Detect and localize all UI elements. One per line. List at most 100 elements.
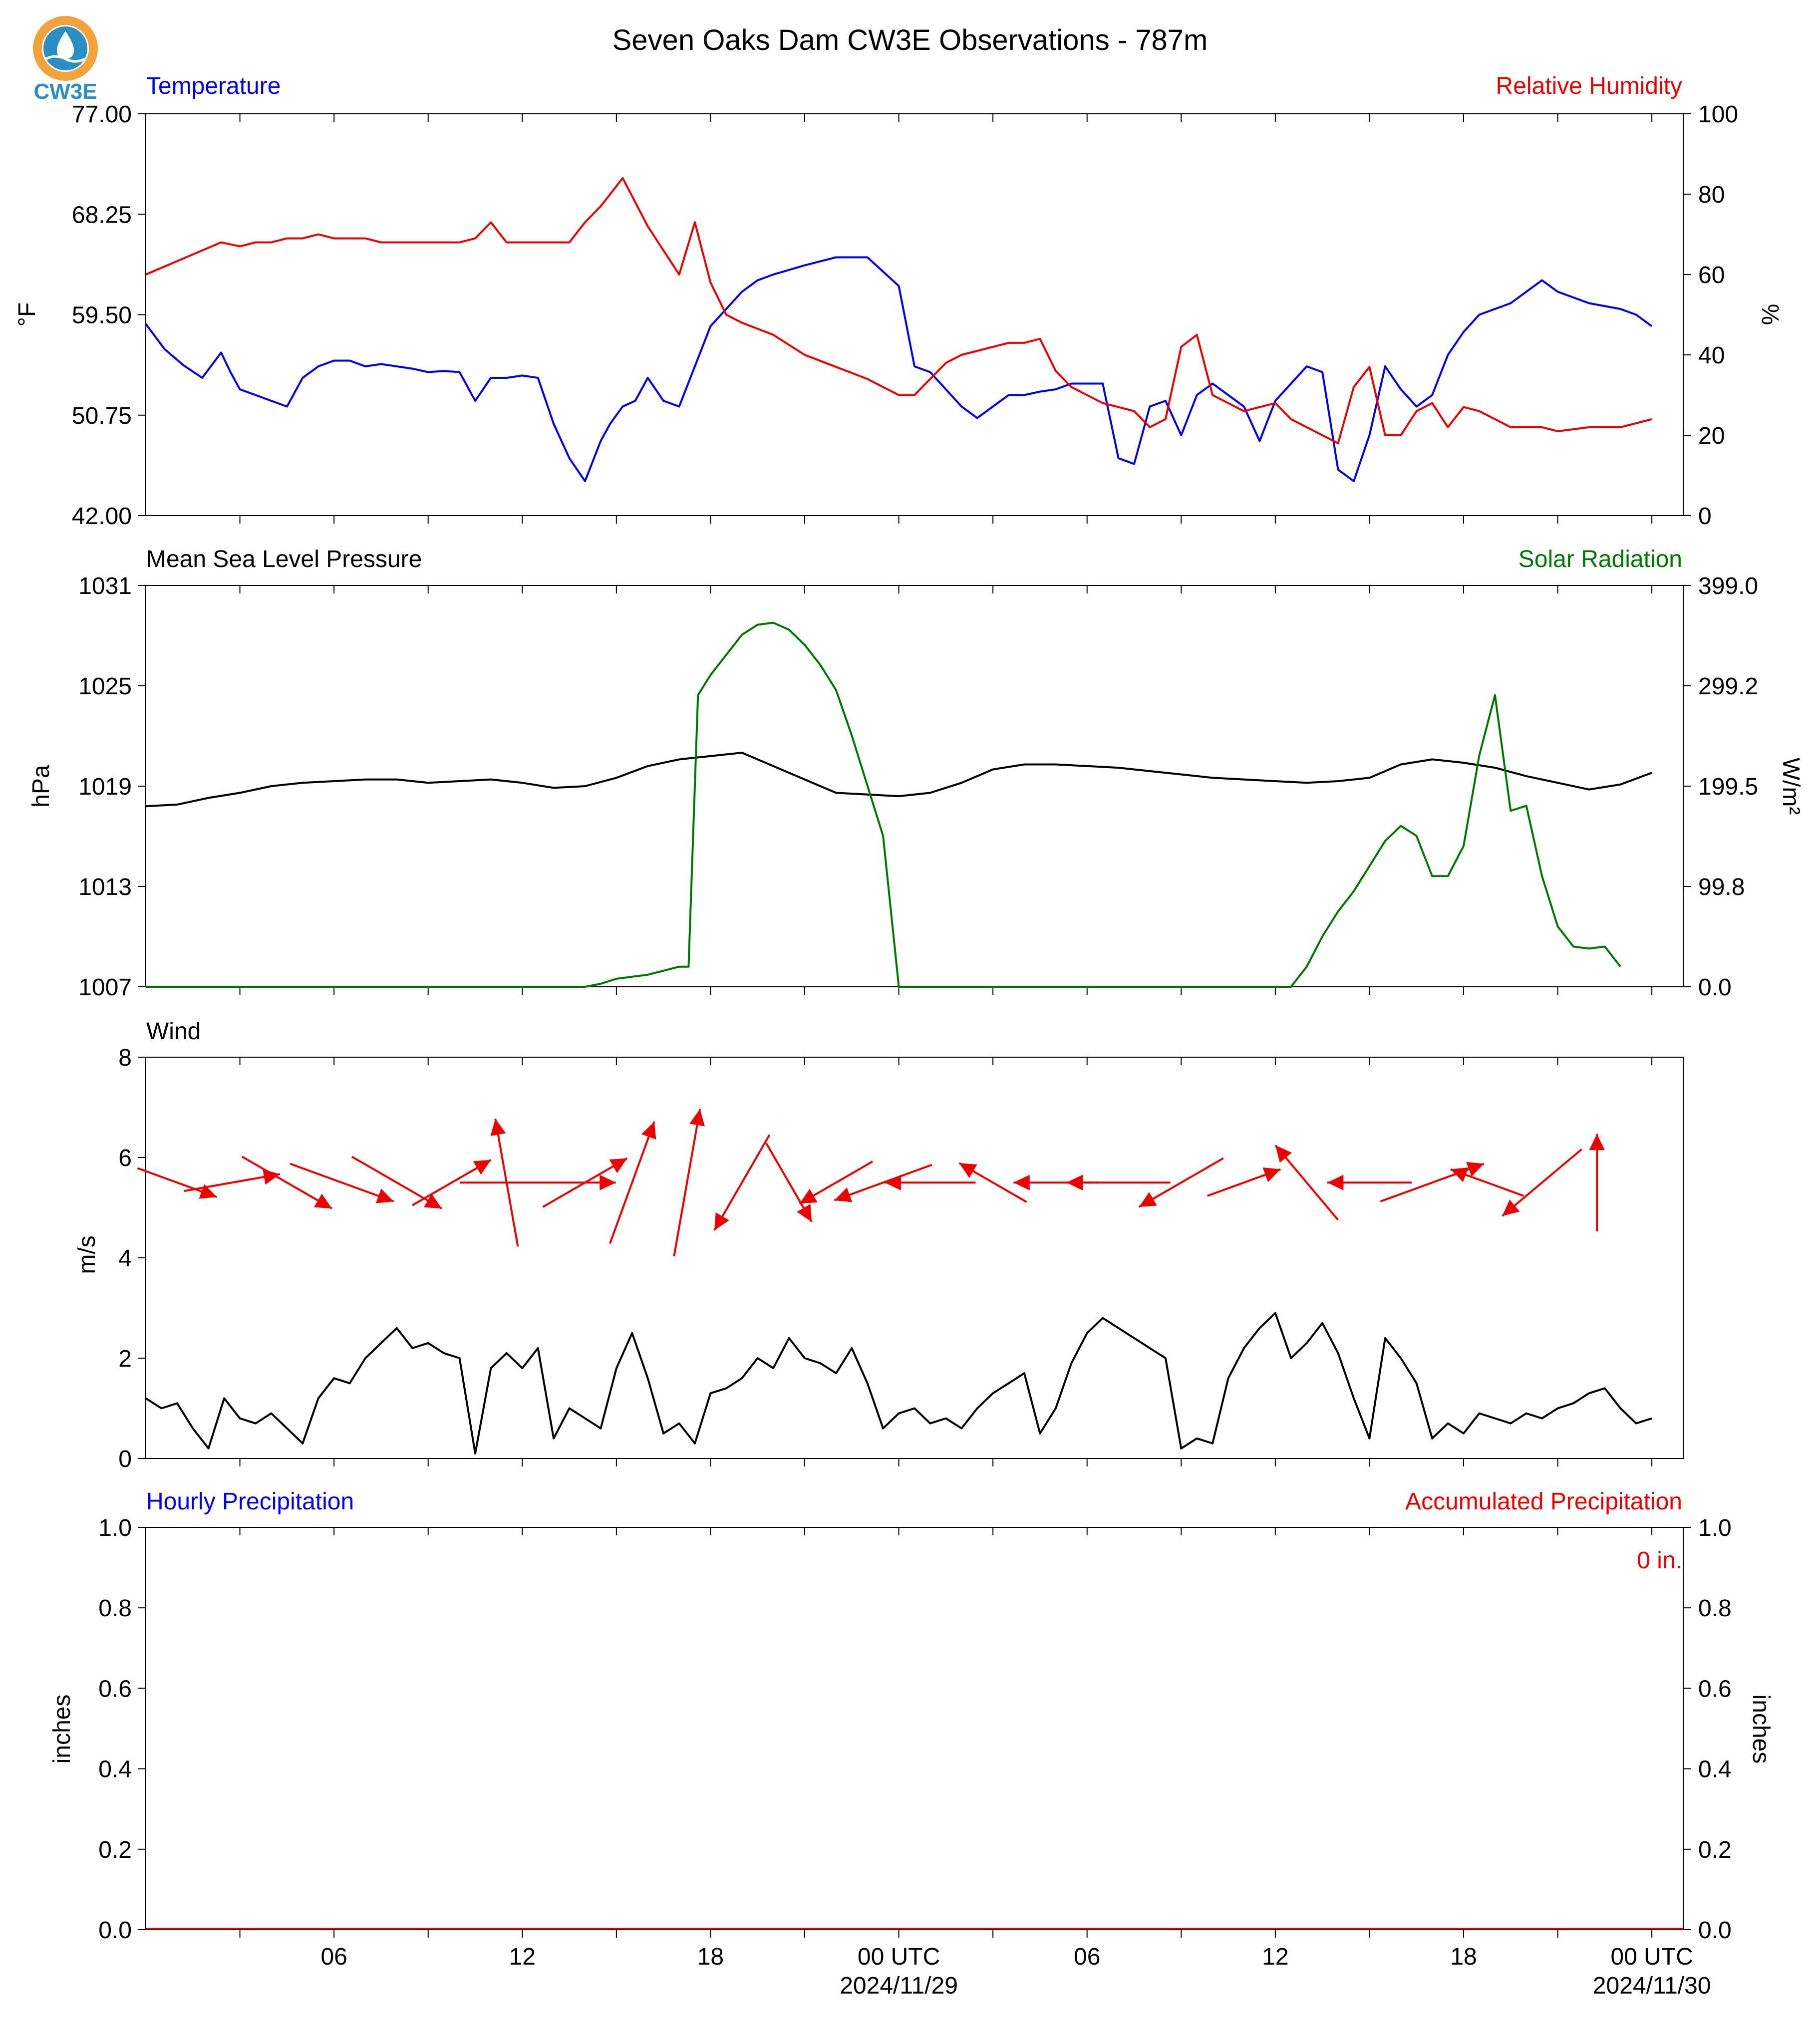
x-tick-label: 12 (1262, 1944, 1288, 1970)
y-tick-label-left: 0 (118, 1446, 132, 1472)
wind-arrow-head (1502, 1199, 1520, 1216)
y-tick-label-right: 1.0 (1698, 1515, 1732, 1541)
wind-axis-label: m/s (74, 1235, 100, 1274)
y-tick-label-left: 0.8 (98, 1595, 132, 1622)
wind-arrow-head (1466, 1161, 1484, 1177)
x-tick-label: 12 (509, 1944, 536, 1970)
y-tick-label-left: 50.75 (72, 403, 132, 429)
wind-arrow-head (263, 1169, 280, 1185)
pressure-title: Mean Sea Level Pressure (146, 546, 422, 573)
y-tick-label-right: 40 (1698, 342, 1725, 369)
plot-frame (145, 1057, 1684, 1459)
panel-precipitation: Hourly Precipitation Accumulated Precipi… (49, 1488, 1774, 1944)
wind-title: Wind (146, 1018, 201, 1045)
y-tick-label-right: 0.6 (1698, 1676, 1732, 1702)
y-tick-label-right: 299.2 (1698, 673, 1758, 700)
wind-arrow-shaft (351, 1156, 442, 1209)
wind-arrow-head (600, 1174, 616, 1190)
accumulated-total-label: 0 in. (1637, 1547, 1682, 1574)
wind-arrow-head (424, 1193, 442, 1209)
logo-wave (45, 55, 86, 63)
wind-arrow-head (959, 1163, 977, 1178)
y-tick-label-right: 20 (1698, 423, 1725, 449)
y-tick-label-left: 77.00 (72, 101, 132, 128)
y-tick-label-left: 68.25 (72, 202, 132, 228)
temperature-title: Temperature (146, 73, 281, 99)
water-drop-icon (57, 31, 74, 59)
cw3e-logo: CW3E (33, 16, 98, 104)
hourly-precip-title: Hourly Precipitation (146, 1488, 354, 1515)
chart-title: Seven Oaks Dam CW3E Observations - 787m (612, 24, 1208, 56)
y-tick-label-left: 1019 (78, 774, 132, 800)
temperature-humidity-plot: 42.00 50.75 59.50 68.25 77.00 0 20 40 60 80 100 (72, 101, 1738, 530)
wind-arrow-shaft (673, 1109, 701, 1256)
series-line-0 (145, 256, 1653, 482)
wind-arrow-head (885, 1174, 901, 1190)
pressure-axis-label: hPa (28, 765, 54, 808)
x-tick-label: 18 (1450, 1944, 1477, 1970)
y-tick-label-right: 99.8 (1698, 874, 1745, 900)
wind-plot: 0 2 4 6 8 (118, 1045, 1684, 1472)
y-tick-label-right: 100 (1698, 101, 1738, 128)
y-tick-label-right: 0.2 (1698, 1837, 1732, 1863)
humidity-title: Relative Humidity (1496, 73, 1682, 99)
wind-arrow-head (1327, 1174, 1344, 1190)
logo-ring (33, 16, 98, 81)
y-tick-label-left: 42.00 (72, 503, 132, 530)
wind-arrow-head (314, 1193, 332, 1209)
y-tick-label-left: 0.0 (98, 1917, 132, 1944)
plot-frame (145, 585, 1684, 987)
wind-arrow-shaft (1502, 1148, 1583, 1217)
logo-text: CW3E (33, 79, 97, 104)
precip-left-axis-label: inches (49, 1695, 75, 1764)
panel-temperature-humidity: Temperature Relative Humidity °F % 42.00… (14, 73, 1783, 530)
y-tick-label-right: 80 (1698, 182, 1725, 208)
wind-arrow-head (714, 1212, 729, 1230)
wind-arrow-head (1139, 1192, 1157, 1207)
wind-arrow-head (1275, 1145, 1292, 1163)
wind-arrow-head (1450, 1167, 1469, 1182)
x-date-label: 2024/11/30 (1593, 1973, 1711, 1999)
precipitation-plot: 0.0 0.2 0.4 0.6 0.8 1.0 0.0 0.2 0.4 0.6 0.8 1.0 (98, 1515, 1731, 1944)
y-tick-label-left: 4 (118, 1245, 132, 1272)
y-tick-label-left: 1.0 (98, 1515, 132, 1541)
wind-arrow-head (490, 1119, 506, 1136)
wind-arrow-shaft (1274, 1145, 1339, 1221)
x-tick-label: 00 UTC (1610, 1944, 1693, 1970)
wind-arrow-head (609, 1158, 627, 1173)
wind-arrow-shaft (184, 1173, 281, 1192)
x-date-label: 2024/11/29 (840, 1973, 958, 1999)
y-tick-label-left: 0.4 (98, 1756, 132, 1783)
y-tick-label-left: 2 (118, 1346, 132, 1372)
wind-arrow-head (1589, 1134, 1605, 1151)
wind-arrow-head (834, 1187, 853, 1202)
x-tick-label: 06 (1074, 1944, 1100, 1970)
series-line-1 (145, 177, 1652, 445)
humidity-axis-label: % (1757, 304, 1783, 325)
wind-arrow-shaft (608, 1121, 655, 1244)
series-line-1 (146, 621, 1621, 988)
y-tick-label-right: 399.0 (1698, 573, 1758, 599)
plot-frame (145, 113, 1684, 516)
series-line-0 (145, 752, 1652, 808)
y-tick-label-left: 1013 (78, 874, 132, 900)
wind-arrow-shaft (834, 1163, 932, 1201)
y-tick-label-right: 199.5 (1698, 774, 1758, 800)
y-tick-label-left: 8 (118, 1045, 132, 1071)
y-tick-label-right: 0.0 (1698, 974, 1732, 1001)
accumulated-precip-title: Accumulated Precipitation (1405, 1488, 1682, 1515)
wind-arrow-head (473, 1159, 491, 1175)
wind-arrow-shaft (1138, 1157, 1224, 1208)
solar-axis-label: W/m² (1778, 758, 1804, 815)
wind-arrow-head (1262, 1167, 1281, 1182)
wind-arrow-shaft (241, 1156, 332, 1209)
wind-arrow-head (689, 1109, 705, 1127)
y-tick-label-left: 1007 (78, 974, 132, 1001)
wind-arrow-head (1013, 1174, 1030, 1190)
x-tick-label: 00 UTC (858, 1944, 940, 1970)
series-line-0 (145, 1312, 1652, 1454)
wind-arrow-head (641, 1122, 656, 1140)
wind-arrow-head (375, 1188, 394, 1203)
y-tick-label-left: 6 (118, 1145, 132, 1171)
